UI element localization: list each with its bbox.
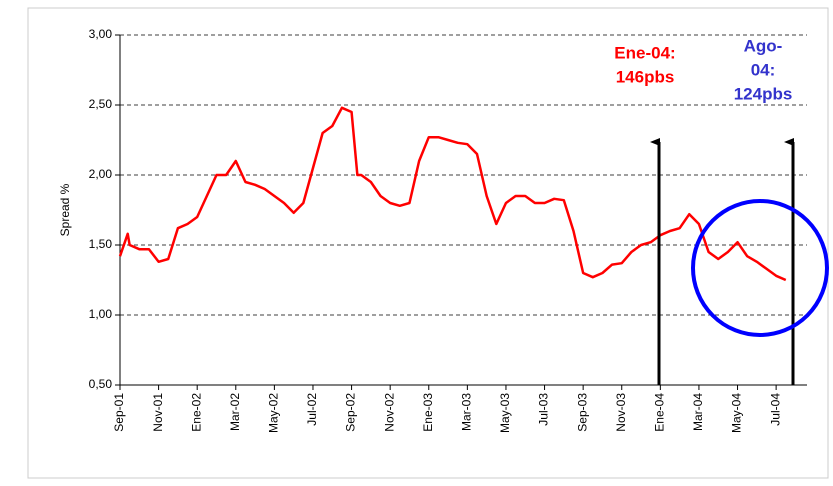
x-tick-label: Ene-03 bbox=[421, 393, 435, 432]
annotation: Ago- bbox=[744, 36, 783, 55]
y-tick-label: 2,50 bbox=[89, 97, 113, 111]
x-tick-label: Ene-04 bbox=[653, 393, 667, 432]
x-tick-label: Jul-03 bbox=[537, 393, 551, 426]
frame bbox=[27, 7, 829, 479]
x-tick-label: Jul-04 bbox=[768, 393, 782, 426]
y-tick-label: 1,50 bbox=[89, 237, 113, 251]
x-tick-label: Nov-02 bbox=[382, 393, 396, 432]
x-tick-label: Mar-03 bbox=[460, 393, 474, 431]
x-tick-label: Nov-01 bbox=[151, 393, 165, 432]
y-tick-label: 0,50 bbox=[89, 377, 113, 391]
y-axis-label: Spread % bbox=[58, 183, 72, 236]
line-series bbox=[118, 106, 787, 282]
x-tick-label: Mar-04 bbox=[691, 393, 705, 431]
x-tick-label: Sep-03 bbox=[575, 393, 589, 432]
x-tick-label: Sep-02 bbox=[344, 393, 358, 432]
y-tick-label: 2,00 bbox=[89, 167, 113, 181]
annotation: 04: bbox=[751, 60, 776, 79]
x-tick-label: Jul-02 bbox=[305, 393, 319, 426]
x-tick-label: Ene-02 bbox=[189, 393, 203, 432]
x-tick-label: Mar-02 bbox=[228, 393, 242, 431]
x-tick-label: May-04 bbox=[730, 393, 744, 433]
highlight-circle bbox=[691, 199, 829, 337]
x-tick-label: Nov-03 bbox=[614, 393, 628, 432]
annotation: Ene-04: bbox=[614, 43, 675, 62]
y-tick-label: 3,00 bbox=[89, 27, 113, 41]
annotation: 124pbs bbox=[734, 84, 793, 103]
x-tick-label: Sep-01 bbox=[112, 393, 126, 432]
annotation: 146pbs bbox=[616, 67, 675, 86]
x-tick-label: May-02 bbox=[267, 393, 281, 433]
x-tick-label: May-03 bbox=[498, 393, 512, 433]
y-tick-label: 1,00 bbox=[89, 307, 113, 321]
